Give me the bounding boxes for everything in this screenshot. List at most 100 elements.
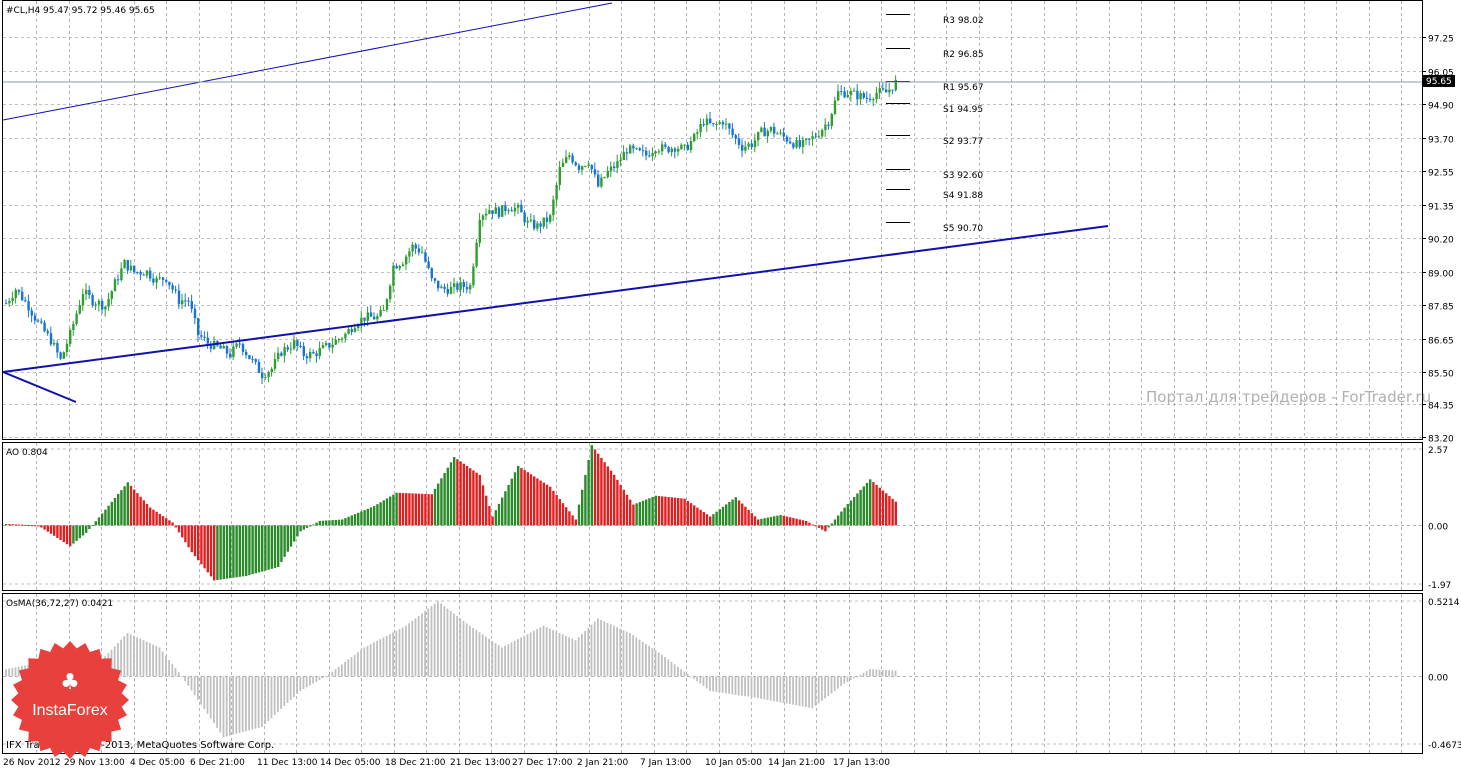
candle-body xyxy=(629,145,632,154)
short-trend-line[interactable] xyxy=(2,371,77,403)
osma-bar xyxy=(744,676,746,697)
osma-bar xyxy=(885,670,887,677)
candle-body xyxy=(366,312,369,321)
candle-body xyxy=(497,207,501,217)
candle-body xyxy=(277,352,280,360)
ao-bar xyxy=(94,521,97,526)
osma-bar xyxy=(286,676,289,703)
osma-bar xyxy=(200,676,202,705)
osma-bar xyxy=(577,637,580,677)
ao-bar xyxy=(449,462,453,526)
candle-body xyxy=(241,343,245,352)
ao-bar xyxy=(846,504,849,526)
osma-bar xyxy=(376,640,378,677)
osma-bar xyxy=(485,636,487,677)
x-tick-label: 4 Dec 05:00 xyxy=(130,758,185,768)
ao-bar xyxy=(670,497,673,526)
ao-bar xyxy=(273,525,277,568)
candle-body xyxy=(449,286,453,294)
candle-body xyxy=(353,328,357,332)
ao-bar xyxy=(808,522,811,526)
y-tick-label: 83.20 xyxy=(1428,435,1454,445)
candle-body xyxy=(542,217,545,227)
ao-bar xyxy=(129,485,133,526)
candle-body xyxy=(526,220,529,223)
y-tick-label: -0.4673 xyxy=(1428,741,1461,751)
candle-body xyxy=(302,346,305,357)
lower-trend-line[interactable] xyxy=(2,225,1109,373)
osma-bar xyxy=(651,648,654,677)
ao-bar xyxy=(785,516,789,526)
ao-bar xyxy=(37,525,40,527)
ao-bar xyxy=(795,518,798,526)
osma-bar xyxy=(8,668,10,677)
upper-trend-line[interactable] xyxy=(2,2,613,121)
ao-bar xyxy=(504,491,507,526)
osma-bar xyxy=(427,608,430,677)
osma-bar xyxy=(174,668,177,677)
price-candles[interactable] xyxy=(5,75,897,385)
candle-body xyxy=(606,170,609,178)
osma-bar xyxy=(878,669,881,677)
ao-bar xyxy=(107,505,110,526)
ao-bar xyxy=(357,512,360,526)
candle-body xyxy=(411,244,414,252)
ao-bar xyxy=(443,472,446,526)
ao-bar xyxy=(405,493,408,526)
ao-bar xyxy=(520,468,523,526)
osma-bar xyxy=(232,676,234,735)
candle-body xyxy=(65,343,69,353)
candle-body xyxy=(139,271,142,275)
ao-bar xyxy=(782,515,785,526)
ao-bar xyxy=(677,497,680,526)
osma-bar xyxy=(120,639,122,677)
ao-bar xyxy=(197,525,200,561)
candle-body xyxy=(574,162,577,166)
candle-body xyxy=(229,353,232,358)
candle-body xyxy=(181,300,184,305)
candle-body xyxy=(667,146,670,153)
ao-bar xyxy=(142,500,145,526)
ao-bar xyxy=(91,525,94,527)
candle-body xyxy=(145,270,149,276)
osma-bar xyxy=(833,676,836,692)
ao-bar xyxy=(277,525,280,568)
ao-bar xyxy=(8,524,11,526)
osma-bar xyxy=(283,676,286,706)
ao-bar xyxy=(75,525,78,541)
osma-bar xyxy=(715,676,718,692)
ao-bar xyxy=(229,525,232,579)
osma-bar xyxy=(830,676,833,694)
trend-lines[interactable] xyxy=(2,2,1109,403)
ao-bar xyxy=(155,511,158,526)
ao-bar xyxy=(849,500,853,526)
candle-body xyxy=(33,315,37,321)
candle-body xyxy=(398,265,401,269)
osma-bar xyxy=(741,676,743,696)
candle-body xyxy=(17,289,21,292)
ao-bar xyxy=(222,525,225,580)
osma-bar xyxy=(353,654,356,677)
y-tick-label: 85.50 xyxy=(1428,370,1454,380)
x-tick-label: 17 Jan 13:00 xyxy=(833,758,890,768)
osma-bar xyxy=(184,676,186,682)
instaforex-logo[interactable]: ♣ InstaForex xyxy=(10,640,130,760)
candle-body xyxy=(385,299,389,310)
candle-body xyxy=(315,353,318,357)
osma-bar xyxy=(613,625,615,677)
axis-labels: 97.25 96.05 94.90 93.70 92.55 91.35 90.20 89.00… xyxy=(3,35,1461,769)
candle-body xyxy=(11,297,14,301)
osma-bar xyxy=(270,676,273,718)
ao-bar xyxy=(347,516,350,526)
candle-body xyxy=(545,217,549,222)
ao-bar xyxy=(510,478,513,526)
osma-bar xyxy=(405,625,407,677)
ao-bar xyxy=(161,516,165,526)
ao-bar xyxy=(398,492,401,526)
osma-bar xyxy=(152,644,154,677)
ao-bar xyxy=(53,525,56,536)
osma-bar xyxy=(251,676,254,730)
osma-bar xyxy=(821,676,823,701)
ao-bar xyxy=(331,520,334,526)
